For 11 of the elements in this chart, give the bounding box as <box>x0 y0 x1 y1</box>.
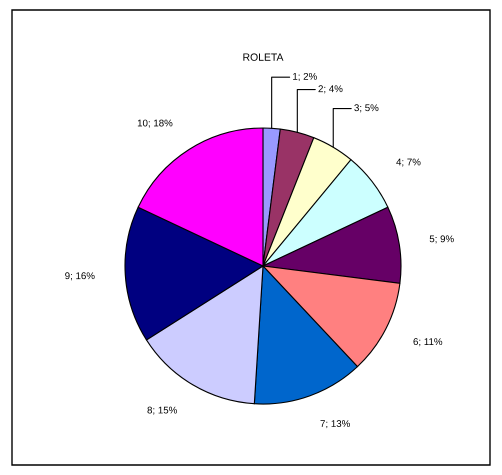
slice-label: 5; 9% <box>430 235 454 244</box>
slice-label: 9; 16% <box>65 272 95 280</box>
slice-label: 4; 7% <box>396 158 421 167</box>
slice-label: 10; 18% <box>138 120 172 128</box>
slice-label: 7; 13% <box>320 420 350 428</box>
slice-label: 1; 2% <box>293 72 317 81</box>
slice-label: 8; 15% <box>147 406 177 415</box>
slice-label: 2; 4% <box>318 85 343 94</box>
slice-label: 6; 11% <box>414 338 442 346</box>
chart-title: ROLETA <box>243 53 284 61</box>
slice-label: 3; 5% <box>354 104 378 112</box>
